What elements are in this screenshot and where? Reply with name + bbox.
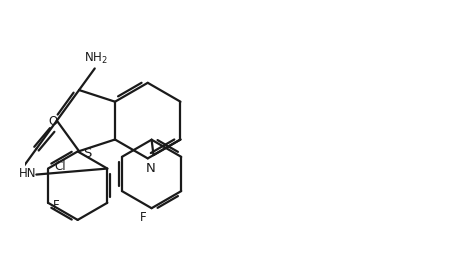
Text: NH$_2$: NH$_2$ (84, 51, 107, 66)
Text: S: S (83, 147, 91, 160)
Text: Cl: Cl (54, 160, 66, 173)
Text: F: F (53, 198, 60, 212)
Text: O: O (48, 116, 57, 128)
Text: F: F (140, 212, 146, 225)
Text: HN: HN (18, 167, 36, 180)
Text: N: N (145, 162, 155, 175)
